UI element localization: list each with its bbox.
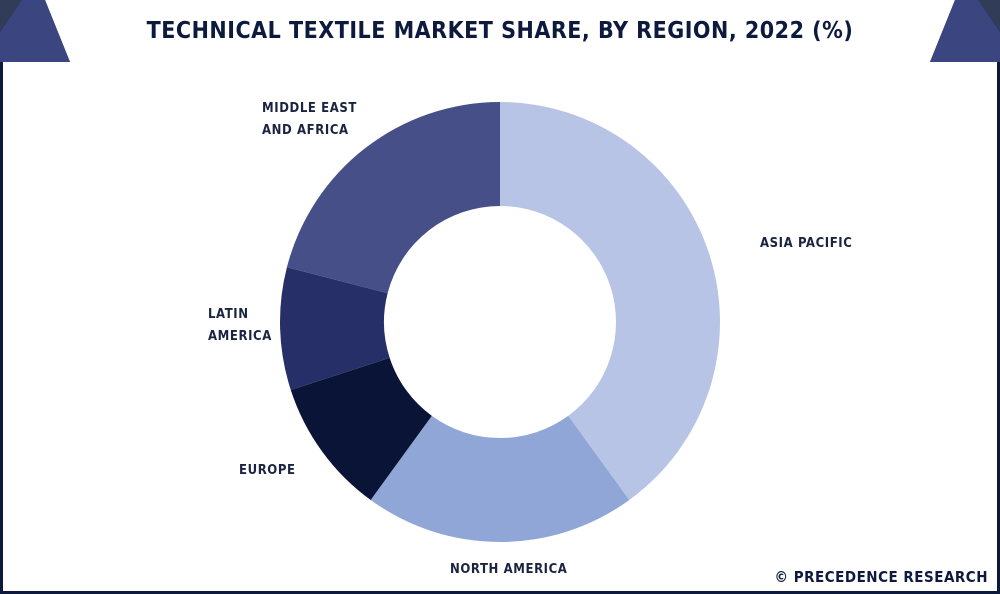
slice-latin-america [280,267,390,390]
label-asia-pacific: ASIA PACIFIC [760,236,853,251]
label-europe: EUROPE [239,463,296,478]
title-banner-shape [0,0,1000,62]
slice-asia-pacific [500,102,720,500]
title-banner: TECHNICAL TEXTILE MARKET SHARE, BY REGIO… [0,0,1000,62]
label-middle-east-africa: MIDDLE EAST AND AFRICA [262,101,357,138]
slice-north-america [370,415,630,543]
label-latin-america: LATIN AMERICA [208,307,272,344]
slice-europe [290,357,432,500]
chart-title: TECHNICAL TEXTILE MARKET SHARE, BY REGIO… [146,18,854,44]
copyright-text: © PRECEDENCE RESEARCH [774,568,988,586]
slice-middle-east-and-africa [286,102,500,294]
label-north-america: NORTH AMERICA [450,562,568,577]
